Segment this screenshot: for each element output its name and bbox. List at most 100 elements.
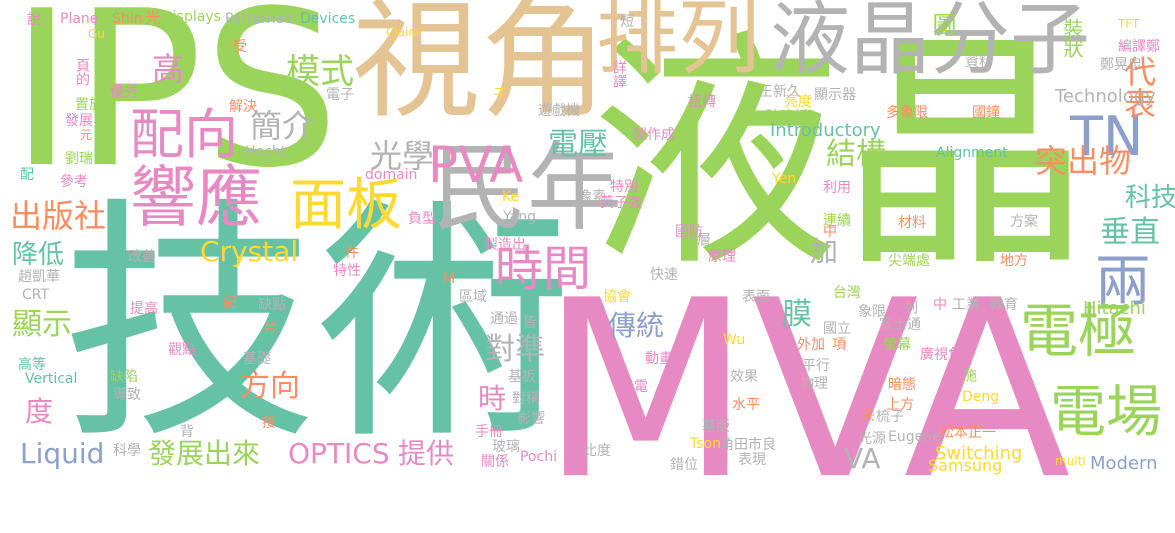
- cloud-word: 手冊: [475, 424, 503, 440]
- cloud-word: IPS: [10, 0, 340, 215]
- cloud-word: Deng: [962, 389, 1000, 405]
- cloud-word: Introductory: [770, 120, 881, 141]
- cloud-word: 觀點: [168, 342, 196, 358]
- cloud-word: 接: [262, 415, 276, 431]
- cloud-word: Crystal: [200, 235, 299, 268]
- cloud-word: 編譯鄭: [1118, 39, 1160, 55]
- cloud-word: 中: [823, 224, 837, 240]
- cloud-word: TN: [1070, 105, 1144, 168]
- cloud-word: Yen: [772, 171, 797, 187]
- cloud-word: 電極: [1020, 297, 1137, 365]
- cloud-word: Ke: [502, 189, 520, 205]
- cloud-word: VA: [844, 442, 881, 475]
- cloud-word: 趙凱華: [18, 269, 60, 285]
- cloud-word: 扭轉: [688, 94, 716, 110]
- cloud-word: 水平: [732, 397, 760, 413]
- cloud-word: Gu: [88, 27, 105, 41]
- cloud-word: 梳子: [876, 409, 904, 425]
- cloud-word: 負型: [408, 211, 436, 227]
- cloud-word: 原理: [708, 249, 736, 265]
- cloud-word: 頁的: [74, 58, 90, 86]
- cloud-word: CRT: [22, 287, 50, 303]
- cloud-word: 王新久: [759, 84, 801, 100]
- cloud-word: 缺陷: [110, 369, 138, 385]
- cloud-word: 傳統: [608, 309, 665, 342]
- cloud-word: 基板: [508, 369, 536, 385]
- cloud-word: PVA: [428, 136, 524, 194]
- cloud-word: 科學: [113, 443, 141, 459]
- cloud-word: domain: [365, 167, 418, 183]
- cloud-word: 施: [961, 368, 977, 382]
- cloud-word: 民年: [432, 134, 623, 244]
- cloud-word: 平行: [802, 358, 830, 374]
- cloud-word: 快速: [650, 267, 678, 283]
- cloud-word: 影響: [517, 411, 545, 427]
- cloud-word: 膜: [782, 297, 812, 332]
- cloud-word: Modern: [1090, 453, 1158, 474]
- cloud-word: 面板: [290, 173, 402, 238]
- cloud-word: M: [443, 271, 456, 287]
- cloud-word: 度: [25, 395, 54, 428]
- cloud-word: 裝狀: [1060, 18, 1084, 58]
- cloud-word: 置於: [75, 97, 103, 113]
- cloud-word: 表面: [742, 289, 770, 305]
- cloud-word: 時: [478, 382, 507, 415]
- cloud-word: 顯示: [12, 307, 72, 342]
- cloud-word: Plane: [60, 11, 99, 27]
- cloud-word: Vertical: [25, 371, 78, 387]
- cloud-word: 廣視角: [920, 347, 962, 363]
- cloud-word: 件: [345, 245, 359, 261]
- cloud-word: 參考: [60, 174, 88, 190]
- cloud-word: Samsung: [928, 456, 1003, 475]
- cloud-word: 通過: [490, 311, 518, 327]
- cloud-word: 降低: [12, 240, 65, 270]
- cloud-word: 電場: [1050, 380, 1162, 445]
- cloud-word: 皆: [523, 315, 537, 331]
- cloud-word: 項: [832, 337, 846, 353]
- cloud-word: Claire: [386, 25, 421, 39]
- cloud-word: OPTICS: [288, 437, 390, 470]
- cloud-word: Liquid: [20, 437, 105, 470]
- cloud-word: 對稱: [512, 391, 540, 407]
- cloud-word: 對準: [485, 332, 545, 367]
- cloud-word: 連續: [823, 213, 851, 229]
- cloud-word: 光學: [370, 137, 435, 175]
- cloud-word: 錯位: [670, 457, 698, 473]
- cloud-word: 紀: [223, 295, 237, 311]
- cloud-word: 基礎: [243, 351, 271, 367]
- cloud-word: 尖端處: [888, 253, 930, 269]
- cloud-word: 協會: [603, 289, 631, 305]
- cloud-word: 詳譯: [611, 60, 627, 88]
- cloud-word: 視角: [352, 0, 609, 136]
- cloud-word: 受: [233, 39, 247, 55]
- cloud-word: 光源: [858, 431, 886, 447]
- cloud-word: 基版: [702, 419, 730, 435]
- cloud-word: 兩: [1095, 250, 1151, 315]
- cloud-word: 亮度: [784, 94, 812, 110]
- cloud-word: 液晶: [590, 9, 1090, 300]
- cloud-word: 元: [80, 128, 93, 142]
- cloud-word: 說: [27, 12, 41, 28]
- cloud-word: 排列: [596, 0, 761, 86]
- cloud-word: 鄭晃忠: [1100, 57, 1142, 73]
- cloud-word: 材料: [898, 215, 926, 231]
- cloud-word: 地方: [1000, 253, 1028, 269]
- cloud-word: 資料: [965, 54, 993, 70]
- cloud-word: 表現: [738, 452, 766, 468]
- cloud-word: 象限: [858, 304, 886, 320]
- cloud-word: 未: [859, 408, 875, 422]
- cloud-word: 優秀: [110, 84, 138, 100]
- cloud-word: 提供: [398, 437, 455, 470]
- cloud-word: 物理: [800, 376, 828, 392]
- cloud-word: 解決: [229, 99, 257, 115]
- cloud-word: 關係: [481, 454, 509, 470]
- cloud-word: 玻璃板: [766, 109, 808, 125]
- cloud-word: 光電: [620, 379, 648, 395]
- cloud-word: Alignment: [936, 145, 1008, 161]
- cloud-word: 角田市良: [720, 437, 776, 453]
- cloud-word: 顯示器: [814, 87, 856, 103]
- cloud-word: Hecht: [245, 144, 287, 160]
- cloud-word: Technology: [1055, 86, 1156, 107]
- cloud-word: 代表: [1119, 55, 1157, 119]
- cloud-word: Devices: [300, 11, 356, 27]
